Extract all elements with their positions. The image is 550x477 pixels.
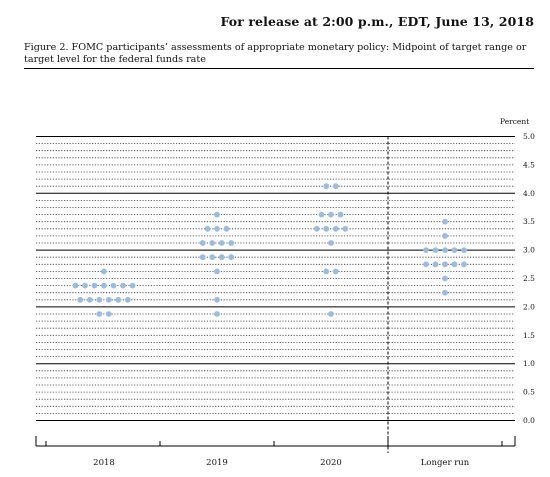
x-category-label: 2019 [206,458,228,468]
y-tick-label: 1.0 [523,359,535,368]
participant-dot [332,268,339,275]
labels-layer: 0.0 0.5 1.0 1.5 2.0 2.5 3.0 3.5 4.0 4.5 5.0 2018 201… [93,132,535,468]
participant-dot [101,268,107,275]
participant-dot [328,240,334,246]
participant-dot [323,268,330,275]
participant-dot [101,282,107,289]
participant-dot [105,311,112,317]
y-axis-title: Percent [500,117,529,126]
participant-dot [77,296,84,303]
y-tick-label: 2.5 [523,274,535,283]
y-tick-label: 3.0 [523,246,535,255]
participant-dot [442,261,448,268]
participant-dot [218,254,225,261]
participant-dot [461,247,467,254]
participant-dot [442,247,448,254]
participant-dot [323,183,330,190]
participant-dot [214,225,220,232]
participant-dot [209,240,216,246]
participant-dot [323,225,330,232]
participant-dot [342,225,349,232]
x-category-label: 2020 [320,458,342,468]
participant-dot [120,282,126,289]
x-category-label: 2018 [93,458,115,468]
participant-dot [228,240,235,246]
participant-dot [442,289,448,296]
participant-dot [328,311,334,317]
y-tick-label: 2.0 [523,302,535,311]
y-tick-label: 4.0 [523,189,535,198]
participant-dot [432,247,439,254]
dots-layer [72,183,467,317]
participant-dot [96,311,103,317]
y-tick-label: 4.5 [523,160,535,169]
participant-dot [199,240,206,246]
participant-dot [318,211,325,218]
participant-dot [223,225,230,232]
x-category-label: Longer run [421,458,470,468]
participant-dot [332,225,339,232]
participant-dot [110,282,117,289]
y-tick-label: 0.5 [523,388,535,397]
y-tick-label: 0.0 [523,416,535,425]
y-tick-label: 3.5 [523,217,535,226]
participant-dot [199,254,206,261]
participant-dot [115,296,122,303]
participant-dot [214,268,220,275]
participant-dot [91,282,98,289]
participant-dot [432,261,439,268]
participant-dot [105,296,112,303]
participant-dot [218,240,225,246]
participant-dot [423,261,429,268]
participant-dot [214,296,220,303]
participant-dot [313,225,320,232]
y-tick-label: 1.5 [523,331,535,340]
participant-dot [214,211,220,218]
participant-dot [209,254,216,261]
participant-dot [337,211,344,218]
participant-dot [451,247,458,254]
participant-dot [442,233,448,239]
participant-dot [129,282,136,289]
participant-dot [72,282,79,289]
figure-title: Figure 2. FOMC participants’ assessments… [24,42,534,69]
participant-dot [204,225,211,232]
release-date-text: For release at 2:00 p.m., EDT, June 13, … [220,14,534,29]
participant-dot [423,247,429,254]
participant-dot [328,211,334,218]
participant-dot [86,296,93,303]
participant-dot [461,261,467,268]
participant-dot [442,275,448,282]
x-axis [35,436,516,447]
participant-dot [96,296,103,303]
participant-dot [124,296,131,303]
participant-dot [82,282,88,289]
participant-dot [442,218,448,225]
participant-dot [451,261,458,268]
participant-dot [228,254,235,261]
y-tick-label: 5.0 [523,132,535,141]
participant-dot [214,311,220,317]
participant-dot [332,183,339,190]
